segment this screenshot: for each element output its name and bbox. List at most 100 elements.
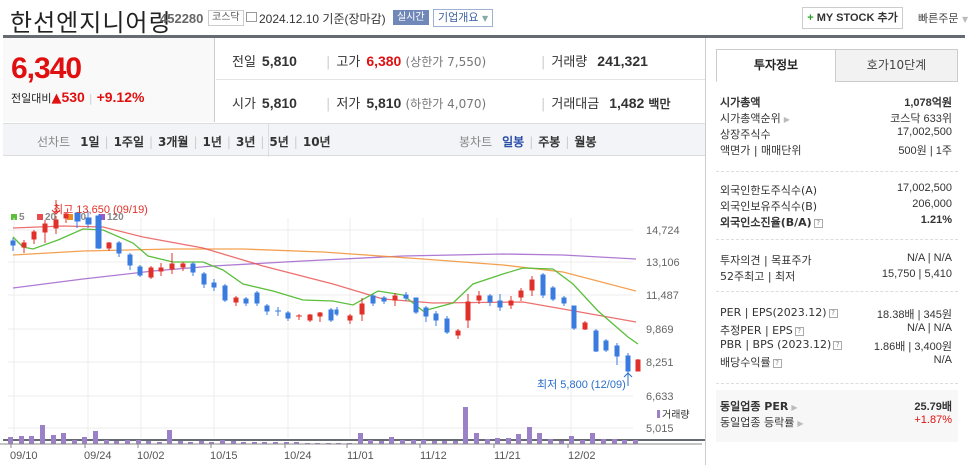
current-price: 6,340 [11,52,82,85]
chevron-down-icon: ▼ [481,14,489,23]
market-cap-group: 시가총액 1,078억원 시가총액순위 ▶ 코스닥 633위 상장주식수 17,002,… [716,94,958,172]
dividend-yield: 배당수익률? N/A [720,354,952,369]
caret-right-icon: ▶ [783,115,790,124]
svg-text:5,015: 5,015 [646,423,674,435]
market-cap: 시가총액 1,078억원 [720,96,952,109]
price-change: 전일대비▲530 | +9.12% [11,89,145,106]
svg-text:11/01: 11/01 [347,450,374,462]
date-basis: 2024.12.10 기준(장마감) [259,10,386,27]
up-arrow-icon: ▲ [51,91,62,106]
price-box: 6,340 전일대비▲530 | +9.12% [3,38,215,122]
chart-toolbar: 선차트 1일 | 1주일 | 3개월 | 1년 | 3년 | 5년 | 10년 봉차트 일봉 | 주봉 | 월봉 [3,123,705,157]
period-3m[interactable]: 3개월 [158,135,189,149]
open: 시가 5,810 [232,95,297,112]
period-1d[interactable]: 1일 [80,135,100,149]
industry-per[interactable]: 동일업종 PER ▶ 25.79배 [720,400,952,413]
pbr-bps: PBR | BPS (2023.12)? 1.86배 | 3,400원 [720,338,952,353]
candle-chart-label: 봉차트 [459,135,493,149]
stats-table: 전일 5,810 | 고가 6,380 (상한가 7,550) | 거래량 241,321… [216,38,705,122]
trade-value: | 거래대금 1,482 백만 [541,95,671,112]
stock-chart[interactable]: 5 20 60 120 14,724 13,106 11, [3,156,705,465]
svg-text:9,869: 9,869 [646,324,674,336]
x-axis: 09/10 09/24 10/02 10/15 10/24 11/01 11/1… [10,450,596,462]
candle-chart-periods: 봉차트 일봉 | 주봉 | 월봉 [459,135,597,149]
svg-text:10/15: 10/15 [210,450,238,462]
company-overview-dropdown[interactable]: 기업개요 ▼ [433,9,494,27]
caret-right-icon: ▶ [791,403,798,412]
foreign-ratio: 외국인소진율(B/A)? 1.21% [720,214,952,229]
line-chart-label: 선차트 [37,135,71,149]
valuation-group: PER | EPS(2023.12)? 18.38배 | 345원 추정PER |… [716,292,958,384]
change-value: 530 [61,89,85,105]
chart-legend: 5 20 60 120 [11,212,124,223]
svg-text:20: 20 [45,212,57,223]
svg-text:10/24: 10/24 [284,450,312,462]
help-icon[interactable]: ? [794,326,804,336]
investment-info-panel: 투자정보 호가10단계 시가총액 1,078억원 시가총액순위 ▶ 코스닥 633위 … [705,38,973,465]
industry-change[interactable]: 동일업종 등락률 ▶ +1.87% [720,414,952,429]
svg-text:09/24: 09/24 [84,450,112,462]
overview-label: 기업개요 [438,11,479,24]
period-weekly[interactable]: 주봉 [538,135,561,149]
svg-text:최고 13,650 (09/19): 최고 13,650 (09/19) [53,203,148,216]
period-10y[interactable]: 10년 [302,135,331,149]
listed-shares: 상장주식수 17,002,500 [720,126,952,141]
help-icon[interactable]: ? [828,308,838,318]
high: | 고가 6,380 (상한가 7,550) [326,53,487,70]
low: | 저가 5,810 (하한가 4,070) [326,95,487,112]
change-label: 전일대비 [11,92,52,105]
info-tabs: 투자정보 호가10단계 [716,49,958,82]
opinion-group: 투자의견 | 목표주가 N/A | N/A 52주최고 | 최저 15,750 | … [716,240,958,292]
chevron-down-icon: ▼ [961,15,969,24]
quick-order-label: 빠른주문 [918,12,959,25]
tab-investment-info[interactable]: 투자정보 [716,49,836,82]
help-icon[interactable]: ? [833,340,843,350]
change-percent: +9.12% [96,89,145,105]
svg-text:11/12: 11/12 [420,450,447,462]
calendar-icon [246,12,257,22]
quick-order-dropdown[interactable]: 빠른주문 ▼ [918,10,968,26]
svg-text:6,633: 6,633 [646,391,674,403]
foreign-limit: 외국인한도주식수(A) 17,002,500 [720,182,952,197]
target-price: 투자의견 | 목표주가 N/A | N/A [720,252,952,267]
caret-right-icon: ▶ [797,419,804,428]
tab-order-book[interactable]: 호가10단계 [835,49,958,82]
period-3y[interactable]: 3년 [235,135,256,149]
stock-code: 452280 [160,11,204,26]
volume-panel: 거래량 09/10 09/24 10/02 10/15 10/24 11/01 … [0,407,702,462]
add-mystock-button[interactable]: + MY STOCK 추가 [802,7,903,29]
period-1y[interactable]: 1년 [202,135,222,149]
svg-text:13,106: 13,106 [646,257,680,269]
svg-text:5: 5 [19,212,25,223]
period-1w[interactable]: 1주일 [113,135,144,149]
stats-row: 시가 5,810 | 저가 5,810 (하한가 4,070) | 거래대금 1,482 … [216,80,705,122]
help-icon[interactable]: ? [772,358,782,368]
prev-close: 전일 5,810 [232,53,297,70]
market-badge: 코스닥 [208,10,244,26]
date: 2024.12.10 [259,12,320,26]
foreign-holdings: 외국인보유주식수(B) 206,000 [720,198,952,213]
mystock-label: MY STOCK 추가 [816,12,898,24]
svg-text:09/10: 09/10 [10,450,38,462]
y-axis: 14,724 13,106 11,487 9,869 8,251 6,633 5… [646,225,680,435]
realtime-button[interactable]: 실시간 [393,10,429,25]
per-eps: PER | EPS(2023.12)? 18.38배 | 345원 [720,306,952,321]
period-daily[interactable]: 일봉 [502,135,525,149]
candles [10,211,641,373]
high-annotation: 최고 13,650 (09/19) [51,200,148,216]
volume: | 거래량 241,321 [541,53,648,70]
foreign-group: 외국인한도주식수(A) 17,002,500 외국인보유주식수(B) 206,000… [716,172,958,240]
period-5y[interactable]: 5년 [269,135,289,149]
period-monthly[interactable]: 월봉 [574,135,597,149]
industry-group: 동일업종 PER ▶ 25.79배 동일업종 등락률 ▶ +1.87% [716,390,958,442]
svg-text:12/02: 12/02 [568,450,596,462]
low-annotation: 최저 5,800 (12/09) [537,372,633,391]
svg-text:120: 120 [107,212,124,223]
help-icon[interactable]: ? [813,218,823,228]
plus-icon: + [807,12,814,24]
main-panel: 6,340 전일대비▲530 | +9.12% 전일 5,810 | 고가 6,380 (… [3,38,705,465]
svg-text:8,251: 8,251 [646,357,674,369]
par-value: 액면가 | 매매단위 500원 | 1주 [720,144,952,157]
svg-text:11/21: 11/21 [494,450,521,462]
market-cap-rank[interactable]: 시가총액순위 ▶ 코스닥 633위 [720,112,952,125]
